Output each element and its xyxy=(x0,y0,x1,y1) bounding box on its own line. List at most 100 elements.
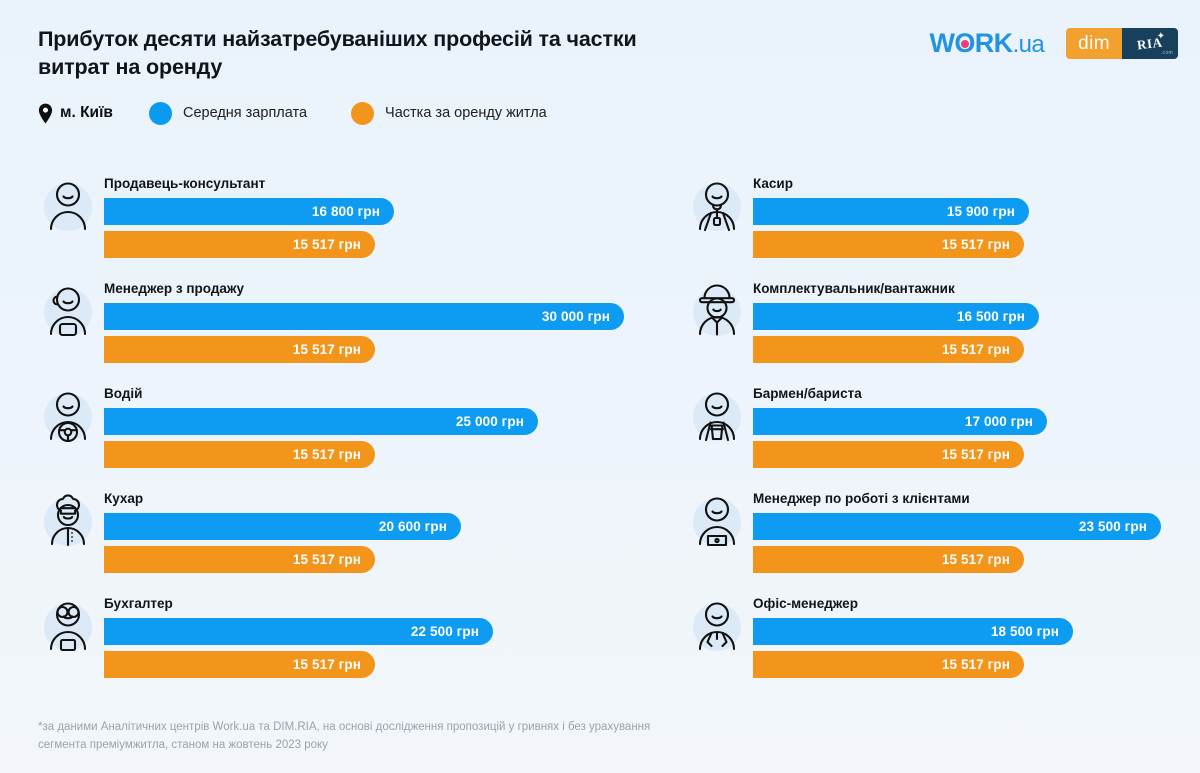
salary-bar: 17 000 грн xyxy=(753,408,1047,435)
rent-bar: 15 517 грн xyxy=(753,546,1024,573)
avatar-picker-loader-icon xyxy=(693,284,741,336)
avatar-office-manager-icon xyxy=(689,596,745,652)
avatar-barman-barista-icon xyxy=(693,392,741,442)
bar-group: 18 500 грн 15 517 грн xyxy=(753,618,1073,678)
rent-bar: 15 517 грн xyxy=(104,441,375,468)
avatar-client-manager-icon xyxy=(689,491,745,547)
page-title: Прибуток десяти найзатребуваніших профес… xyxy=(38,27,637,79)
avatar-sales-consultant-icon xyxy=(40,176,96,232)
chart-row: Менеджер по роботі з клієнтами 23 500 грн… xyxy=(649,477,1200,582)
chart-row: Продавець-консультант 16 800 грн 15 517 гр… xyxy=(0,162,600,267)
avatar-cashier-icon xyxy=(689,176,745,232)
chart-row: Бухгалтер 22 500 грн 15 517 грн xyxy=(0,582,600,687)
avatar-driver-icon xyxy=(44,392,92,443)
avatar-client-manager-icon xyxy=(693,497,741,547)
salary-bar: 23 500 грн xyxy=(753,513,1161,540)
job-title-label: Бармен/бариста xyxy=(753,386,862,401)
city-name: м. Київ xyxy=(60,104,113,122)
rent-bar: 15 517 грн xyxy=(753,231,1024,258)
chart-row: Водій 25 000 грн 15 517 грн xyxy=(0,372,600,477)
workua-logo-suffix: .ua xyxy=(1012,31,1045,58)
legend-label-salary: Середня зарплата xyxy=(182,105,308,122)
rent-bar: 15 517 грн xyxy=(104,231,375,258)
salary-bar: 16 800 грн xyxy=(104,198,394,225)
job-title-label: Комплектувальник/вантажник xyxy=(753,281,955,296)
job-title-label: Менеджер по роботі з клієнтами xyxy=(753,491,970,506)
avatar-accountant-icon xyxy=(40,596,96,652)
bar-group: 16 500 грн 15 517 грн xyxy=(753,303,1039,363)
bar-group: 15 900 грн 15 517 грн xyxy=(753,198,1029,258)
dimria-logo-com: .com xyxy=(1160,50,1173,56)
salary-bar: 15 900 грн xyxy=(753,198,1029,225)
location-pin-icon xyxy=(38,103,53,124)
avatar-cook-icon xyxy=(44,494,92,547)
chart-row: Кухар 20 600 грн 15 517 грн xyxy=(0,477,600,582)
chart-row: Бармен/бариста 17 000 грн 15 517 грн xyxy=(649,372,1200,477)
salary-bar: 25 000 грн xyxy=(104,408,538,435)
bar-chart: Продавець-консультант 16 800 грн 15 517 гр… xyxy=(0,162,1200,702)
bar-group: 22 500 грн 15 517 грн xyxy=(104,618,493,678)
avatar-office-manager-icon xyxy=(693,602,741,651)
job-title-label: Продавець-консультант xyxy=(104,176,266,191)
avatar-sales-manager-icon xyxy=(40,281,96,337)
rent-bar: 15 517 грн xyxy=(104,546,375,573)
workua-logo-w: W xyxy=(929,28,955,58)
rent-bar: 15 517 грн xyxy=(753,651,1024,678)
bar-group: 30 000 грн 15 517 грн xyxy=(104,303,624,363)
bar-group: 17 000 грн 15 517 грн xyxy=(753,408,1047,468)
rent-bar: 15 517 грн xyxy=(104,651,375,678)
legend-label-rent: Частка за оренду житла xyxy=(385,105,547,122)
legend: м. Київ Середня зарплата Частка за оренд… xyxy=(38,101,738,125)
job-title-label: Кухар xyxy=(104,491,144,506)
workua-logo-o: O xyxy=(954,30,975,57)
salary-bar: 30 000 грн xyxy=(104,303,624,330)
avatar-accountant-icon xyxy=(44,602,92,652)
rent-bar: 15 517 грн xyxy=(104,336,375,363)
job-title-label: Водій xyxy=(104,386,143,401)
salary-bar: 16 500 грн xyxy=(753,303,1039,330)
legend-item-salary: Середня зарплата xyxy=(148,101,308,125)
avatar-sales-manager-icon xyxy=(44,287,92,337)
workua-logo-rk: RK xyxy=(974,28,1013,58)
logos: WORK.ua dim ✦ RIA .com xyxy=(929,28,1178,59)
avatar-driver-icon xyxy=(40,386,96,443)
bar-group: 20 600 грн 15 517 грн xyxy=(104,513,461,573)
job-title-label: Офіс-менеджер xyxy=(753,596,858,611)
chart-row: Офіс-менеджер 18 500 грн 15 517 грн xyxy=(649,582,1200,687)
chart-row: Комплектувальник/вантажник 16 500 грн 15 5… xyxy=(649,267,1200,372)
header: Прибуток десяти найзатребуваніших профес… xyxy=(38,26,738,125)
avatar-sales-consultant-icon xyxy=(44,182,92,231)
chart-column-right: Касир 15 900 грн 15 517 грн Комплектувальни… xyxy=(649,162,1200,687)
rent-bar: 15 517 грн xyxy=(753,441,1024,468)
job-title-label: Менеджер з продажу xyxy=(104,281,244,296)
dimria-logo-ria-box: ✦ RIA .com xyxy=(1122,28,1178,59)
dimria-logo[interactable]: dim ✦ RIA .com xyxy=(1066,28,1178,59)
avatar-cashier-icon xyxy=(693,182,741,232)
avatar-barman-barista-icon xyxy=(689,386,745,442)
bar-group: 25 000 грн 15 517 грн xyxy=(104,408,538,468)
dimria-logo-dim: dim xyxy=(1066,28,1122,59)
city-label: м. Київ xyxy=(38,103,113,124)
avatar-cook-icon xyxy=(40,491,96,547)
dimria-logo-ria: RIA xyxy=(1136,34,1164,53)
chart-row: Менеджер з продажу 30 000 грн 15 517 грн xyxy=(0,267,624,372)
bar-group: 23 500 грн 15 517 грн xyxy=(753,513,1161,573)
orange-dot-icon xyxy=(351,101,375,125)
workua-logo-bullet-icon xyxy=(960,39,969,48)
salary-bar: 20 600 грн xyxy=(104,513,461,540)
ria-star-icon: ✦ xyxy=(1156,31,1165,42)
workua-logo[interactable]: WORK.ua xyxy=(929,30,1044,57)
job-title-label: Касир xyxy=(753,176,793,191)
salary-bar: 22 500 грн xyxy=(104,618,493,645)
blue-dot-icon xyxy=(148,101,172,125)
salary-bar: 18 500 грн xyxy=(753,618,1073,645)
footnote: *за даними Аналітичних центрів Work.ua т… xyxy=(38,721,651,752)
chart-column-left: Продавець-консультант 16 800 грн 15 517 гр… xyxy=(0,162,624,687)
chart-row: Касир 15 900 грн 15 517 грн xyxy=(649,162,1200,267)
legend-item-rent: Частка за оренду житла xyxy=(351,101,547,125)
job-title-label: Бухгалтер xyxy=(104,596,173,611)
avatar-picker-loader-icon xyxy=(689,281,745,337)
bar-group: 16 800 грн 15 517 грн xyxy=(104,198,394,258)
rent-bar: 15 517 грн xyxy=(753,336,1024,363)
